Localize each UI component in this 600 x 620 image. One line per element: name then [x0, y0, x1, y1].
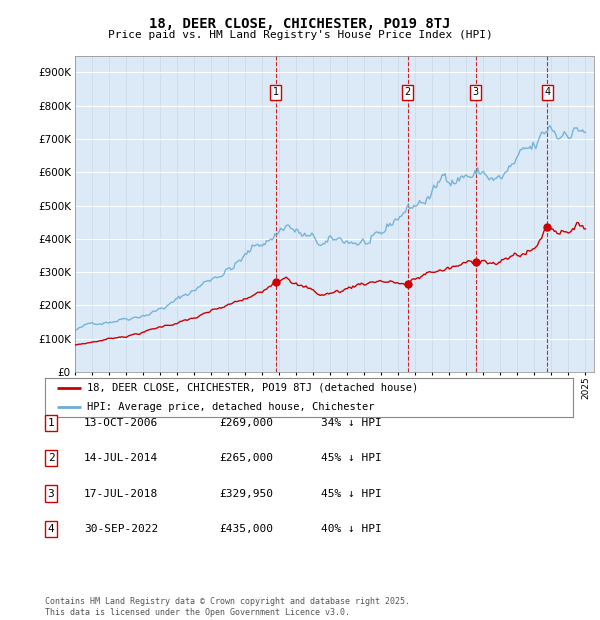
Text: 2: 2	[47, 453, 55, 463]
Text: 13-OCT-2006: 13-OCT-2006	[84, 418, 158, 428]
Text: 30-SEP-2022: 30-SEP-2022	[84, 524, 158, 534]
Text: 4: 4	[47, 524, 55, 534]
Text: 45% ↓ HPI: 45% ↓ HPI	[321, 453, 382, 463]
Text: Price paid vs. HM Land Registry's House Price Index (HPI): Price paid vs. HM Land Registry's House …	[107, 30, 493, 40]
Text: £435,000: £435,000	[219, 524, 273, 534]
Text: 40% ↓ HPI: 40% ↓ HPI	[321, 524, 382, 534]
Text: 18, DEER CLOSE, CHICHESTER, PO19 8TJ: 18, DEER CLOSE, CHICHESTER, PO19 8TJ	[149, 17, 451, 32]
Text: 3: 3	[473, 87, 479, 97]
Text: 18, DEER CLOSE, CHICHESTER, PO19 8TJ (detached house): 18, DEER CLOSE, CHICHESTER, PO19 8TJ (de…	[87, 383, 418, 393]
Text: 4: 4	[544, 87, 550, 97]
Text: £329,950: £329,950	[219, 489, 273, 498]
Text: Contains HM Land Registry data © Crown copyright and database right 2025.
This d: Contains HM Land Registry data © Crown c…	[45, 598, 410, 617]
Text: 45% ↓ HPI: 45% ↓ HPI	[321, 489, 382, 498]
Text: 1: 1	[272, 87, 278, 97]
Text: HPI: Average price, detached house, Chichester: HPI: Average price, detached house, Chic…	[87, 402, 375, 412]
Text: 2: 2	[404, 87, 410, 97]
Text: 3: 3	[47, 489, 55, 498]
Text: £269,000: £269,000	[219, 418, 273, 428]
Text: 14-JUL-2014: 14-JUL-2014	[84, 453, 158, 463]
Text: £265,000: £265,000	[219, 453, 273, 463]
Text: 34% ↓ HPI: 34% ↓ HPI	[321, 418, 382, 428]
Text: 1: 1	[47, 418, 55, 428]
Text: 17-JUL-2018: 17-JUL-2018	[84, 489, 158, 498]
